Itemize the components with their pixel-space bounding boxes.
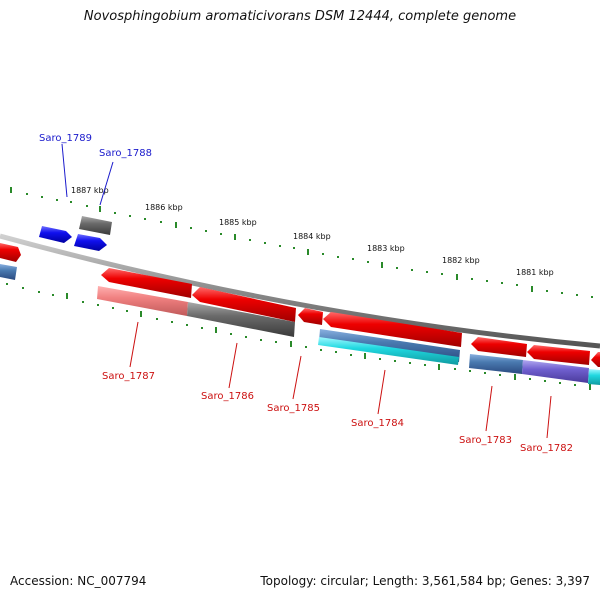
kbp-marker: 1887 kbp (71, 186, 109, 195)
kbp-marker: 1883 kbp (367, 244, 405, 253)
gene-label-saro-1787[interactable]: Saro_1787 (102, 371, 155, 382)
gene-bar-saro-1787[interactable] (97, 286, 188, 316)
kbp-marker: 1885 kbp (219, 218, 257, 227)
reverse-strand-gene-bars (97, 286, 600, 385)
forward-strand-genes (39, 216, 112, 251)
gene-label-saro-1785[interactable]: Saro_1785 (267, 403, 320, 414)
left-edge-genes (0, 243, 21, 280)
outer-tick-row (10, 187, 593, 298)
leader-line-saro-1782 (546, 395, 552, 439)
gene-bar-saro-1786[interactable] (187, 302, 295, 337)
inner-tick-row (6, 283, 591, 390)
leader-line-saro-1787 (129, 321, 139, 368)
leader-line-saro-1785 (292, 355, 302, 400)
gene-arrow-gray-forward[interactable] (79, 216, 112, 235)
gene-arrow-red-right-edge[interactable] (591, 352, 600, 367)
gene-label-saro-1788[interactable]: Saro_1788 (99, 148, 152, 159)
genome-backbone (0, 233, 600, 349)
gene-labels: Saro_1789 Saro_1788 Saro_1787 Saro_1786 … (39, 133, 573, 454)
leader-line-saro-1784 (377, 369, 386, 415)
kbp-marker: 1886 kbp (145, 203, 183, 212)
kbp-marker: 1884 kbp (293, 232, 331, 241)
kbp-marker: 1881 kbp (516, 268, 554, 277)
leader-line-saro-1788 (99, 161, 114, 206)
leader-line-saro-1789 (61, 143, 68, 198)
gene-label-saro-1786[interactable]: Saro_1786 (201, 391, 254, 402)
gene-arrow-red[interactable] (323, 312, 462, 347)
leader-line-saro-1786 (228, 342, 238, 389)
gene-arrow-saro-1788[interactable] (74, 234, 107, 251)
gene-bar-cyan-right-edge[interactable] (588, 369, 600, 385)
genome-title: Novosphingobium aromaticivorans DSM 1244… (83, 9, 517, 24)
gene-arrow-red[interactable] (471, 337, 527, 357)
gene-bar-saro-1783[interactable] (469, 354, 523, 374)
kbp-markers: 1887 kbp 1886 kbp 1885 kbp 1884 kbp 1883… (71, 186, 554, 277)
gene-arrow-saro-1789[interactable] (39, 226, 72, 243)
gene-label-saro-1789[interactable]: Saro_1789 (39, 133, 92, 144)
gene-bar-saro-1784-cyan[interactable] (318, 337, 459, 365)
gene-arrow-steel-left-edge[interactable] (0, 264, 17, 280)
leader-lines (61, 143, 552, 439)
genome-summary: Topology: circular; Length: 3,561,584 bp… (260, 574, 590, 588)
gene-arrow-red[interactable] (298, 308, 323, 325)
gene-label-saro-1784[interactable]: Saro_1784 (351, 418, 404, 429)
kbp-marker: 1882 kbp (442, 256, 480, 265)
accession-label: Accession: NC_007794 (10, 574, 147, 588)
gene-arrow-red[interactable] (192, 287, 296, 322)
gene-arrow-red[interactable] (527, 345, 590, 365)
gene-label-saro-1783[interactable]: Saro_1783 (459, 435, 512, 446)
gene-arrow-red-left-edge[interactable] (0, 243, 21, 262)
leader-line-saro-1783 (485, 385, 493, 432)
gene-bar-saro-1782[interactable] (522, 360, 589, 383)
gene-arrow-red[interactable] (101, 268, 192, 298)
reverse-strand-genes (101, 268, 600, 367)
gene-label-saro-1782[interactable]: Saro_1782 (520, 443, 573, 454)
